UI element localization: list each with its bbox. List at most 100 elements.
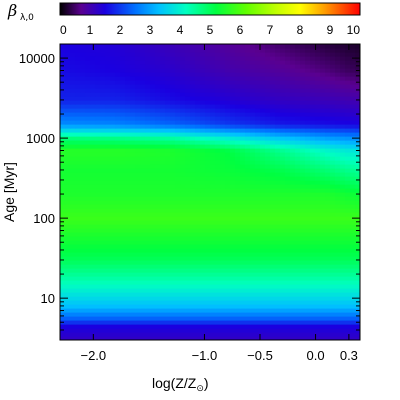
heatmap-cell [330, 304, 336, 309]
heatmap-cell [125, 276, 131, 281]
heatmap-cell [85, 152, 91, 157]
heatmap-cell [275, 144, 281, 149]
heatmap-cell [265, 332, 271, 337]
heatmap-cell [270, 48, 276, 53]
heatmap-cell [240, 184, 246, 189]
heatmap-cell [270, 52, 276, 57]
heatmap-cell [115, 88, 121, 93]
heatmap-cell [345, 100, 351, 105]
heatmap-cell [120, 112, 126, 117]
heatmap-cell [135, 328, 141, 333]
heatmap-cell [75, 136, 81, 141]
heatmap-cell [235, 236, 241, 241]
heatmap-cell [280, 212, 286, 217]
heatmap-cell [65, 284, 71, 289]
heatmap-cell [300, 276, 306, 281]
heatmap-cell [145, 204, 151, 209]
heatmap-cell [175, 156, 181, 161]
heatmap-cell [220, 188, 226, 193]
heatmap-cell [80, 284, 86, 289]
heatmap-cell [185, 136, 191, 141]
heatmap-cell [190, 248, 196, 253]
heatmap-cell [70, 52, 76, 57]
heatmap-cell [110, 148, 116, 153]
heatmap-cell [220, 148, 226, 153]
heatmap-cell [205, 256, 211, 261]
heatmap-cell [70, 144, 76, 149]
heatmap-cell [225, 104, 231, 109]
heatmap-cell [340, 268, 346, 273]
heatmap-cell [195, 184, 201, 189]
heatmap-cell [180, 240, 186, 245]
heatmap-cell [205, 120, 211, 125]
heatmap-cell [190, 156, 196, 161]
heatmap-cell [330, 136, 336, 141]
heatmap-cell [325, 108, 331, 113]
heatmap-cell [85, 188, 91, 193]
heatmap-cell [95, 180, 101, 185]
heatmap-cell [245, 108, 251, 113]
heatmap-cell [70, 232, 76, 237]
heatmap-cell [285, 328, 291, 333]
heatmap-cell [200, 48, 206, 53]
heatmap-cell [270, 276, 276, 281]
heatmap-cell [345, 312, 351, 317]
heatmap-cell [70, 64, 76, 69]
heatmap-cell [230, 100, 236, 105]
heatmap-cell [200, 264, 206, 269]
heatmap-cell [270, 84, 276, 89]
heatmap-cell [85, 196, 91, 201]
heatmap-cell [70, 168, 76, 173]
heatmap-cell [260, 148, 266, 153]
heatmap-cell [130, 152, 136, 157]
heatmap-cell [170, 216, 176, 221]
heatmap-cell [330, 52, 336, 57]
heatmap-cell [245, 84, 251, 89]
heatmap-cell [185, 56, 191, 61]
heatmap-cell [140, 140, 146, 145]
heatmap-cell [150, 168, 156, 173]
heatmap-cell [145, 144, 151, 149]
heatmap-cell [195, 320, 201, 325]
heatmap-cell [345, 304, 351, 309]
heatmap-cell [250, 296, 256, 301]
heatmap-cell [135, 48, 141, 53]
heatmap-cell [85, 164, 91, 169]
heatmap-cell [105, 316, 111, 321]
heatmap-cell [155, 220, 161, 225]
heatmap-cell [170, 160, 176, 165]
heatmap-cell [310, 272, 316, 277]
heatmap-cell [95, 48, 101, 53]
heatmap-cell [310, 276, 316, 281]
heatmap-cell [310, 112, 316, 117]
heatmap-cell [150, 212, 156, 217]
heatmap-cell [170, 332, 176, 337]
heatmap-cell [150, 240, 156, 245]
heatmap-cell [260, 252, 266, 257]
heatmap-cell [190, 160, 196, 165]
heatmap-cell [160, 152, 166, 157]
heatmap-cell [220, 308, 226, 313]
heatmap-cell [110, 64, 116, 69]
heatmap-cell [120, 144, 126, 149]
heatmap-cell [205, 80, 211, 85]
heatmap-cell [230, 188, 236, 193]
heatmap-cell [305, 196, 311, 201]
heatmap-cell [85, 292, 91, 297]
heatmap-cell [190, 164, 196, 169]
heatmap-cell [100, 96, 106, 101]
heatmap-cell [70, 288, 76, 293]
heatmap-cell [110, 220, 116, 225]
heatmap-cell [80, 56, 86, 61]
heatmap-cell [195, 248, 201, 253]
heatmap-cell [220, 232, 226, 237]
heatmap-cell [265, 96, 271, 101]
heatmap-cell [165, 48, 171, 53]
heatmap-cell [190, 240, 196, 245]
heatmap-cell [175, 180, 181, 185]
heatmap-cell [230, 156, 236, 161]
heatmap-cell [185, 148, 191, 153]
heatmap-cell [350, 264, 356, 269]
heatmap-cell [85, 224, 91, 229]
heatmap-cell [255, 112, 261, 117]
